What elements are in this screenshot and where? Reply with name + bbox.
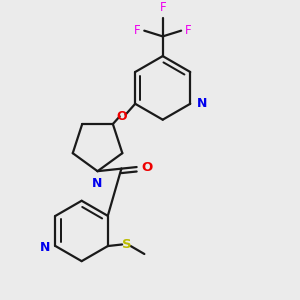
Text: N: N [92,177,103,190]
Text: F: F [134,24,140,37]
Text: F: F [185,24,192,37]
Text: O: O [142,160,153,174]
Text: N: N [197,97,208,110]
Text: S: S [122,238,132,251]
Text: N: N [39,241,50,254]
Text: O: O [116,110,127,123]
Text: F: F [159,1,166,14]
